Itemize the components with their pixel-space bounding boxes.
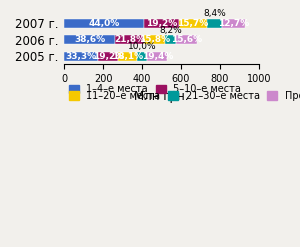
Text: 19,2%: 19,2% (93, 52, 124, 61)
Text: 19,4%: 19,4% (142, 52, 173, 61)
Text: 8,2%: 8,2% (159, 26, 182, 35)
Bar (176, 35, 196, 44)
Bar (144, 19, 178, 28)
Legend: 11–20–е места, 21–30–е места, Прочие: 11–20–е места, 21–30–е места, Прочие (69, 91, 300, 101)
Text: 19,2%: 19,2% (146, 19, 177, 28)
Bar (178, 19, 207, 28)
Bar (118, 52, 137, 61)
Text: 12,7%: 12,7% (218, 19, 249, 28)
Bar (207, 19, 222, 28)
Bar (144, 35, 165, 44)
X-axis label: Млн грн.: Млн грн. (134, 90, 189, 103)
Bar (165, 35, 176, 44)
Text: 15,8%: 15,8% (139, 35, 170, 44)
Bar (98, 52, 118, 61)
Bar (147, 52, 167, 61)
Bar (64, 19, 144, 28)
Text: 38,6%: 38,6% (74, 35, 105, 44)
Bar (64, 35, 115, 44)
Text: 21,8%: 21,8% (114, 35, 145, 44)
Text: 44,0%: 44,0% (88, 19, 120, 28)
Bar (137, 52, 147, 61)
Text: 18,1%: 18,1% (112, 52, 143, 61)
Text: 15,7%: 15,7% (177, 19, 208, 28)
Text: 10,0%: 10,0% (128, 42, 157, 51)
Text: 15,6%: 15,6% (171, 35, 202, 44)
Bar (115, 35, 144, 44)
Text: 8,4%: 8,4% (203, 9, 226, 18)
Text: 33,3%: 33,3% (66, 52, 97, 61)
Bar (64, 52, 98, 61)
Bar (222, 19, 245, 28)
